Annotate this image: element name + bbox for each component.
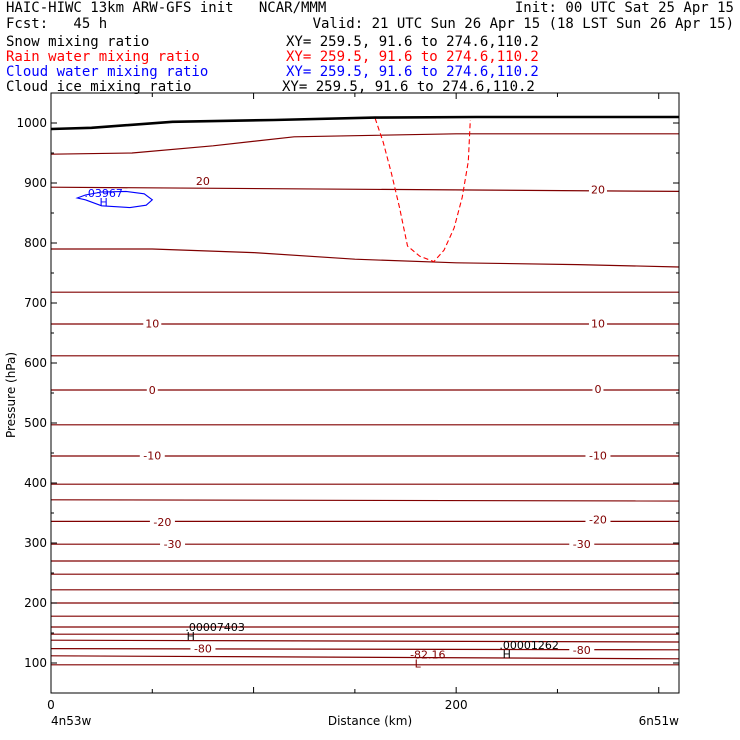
contour-label: 10 [145,317,159,330]
contour-label-bg [592,382,604,395]
temperature-contour [50,186,680,192]
forecast-hour: Fcst: 45 h [6,16,108,32]
contour-label-bg [190,642,216,655]
contour-label-bg [585,449,611,462]
field-cloud-ice-name: Cloud ice mixing ratio [6,79,192,95]
extremum-value: -82.16 [410,649,445,662]
contour-label-bg [160,538,186,551]
y-tick-label: 800 [24,236,47,250]
contour-label-bg [193,175,212,188]
init-time: Init: 00 UTC Sat 25 Apr 15 [514,0,734,16]
temperature-contour [50,133,679,155]
temperature-contour [50,655,680,660]
hydrometeor-regions: H.03967 [75,118,471,263]
contour-label: -10 [143,449,161,462]
y-tick-label: 700 [24,296,47,310]
contour-label: 20 [591,184,605,197]
rain-mixing-ratio-contour [374,118,471,263]
field-cloud-ice-xy: XY= 259.5, 91.6 to 274.6,110.2 [282,79,535,95]
contour-label: 0 [149,384,156,397]
temperature-contour [51,248,680,268]
x-end-label-left: 4n53w [51,714,92,728]
extremum-marker: H [187,630,195,643]
contour-label-bg [146,384,158,396]
temperature-contour [50,499,680,502]
contour-label: -20 [589,514,607,527]
y-tick-label: 300 [24,536,47,550]
contour-label: -30 [573,538,591,551]
terrain-surface [50,115,679,131]
field-snow-name: Snow mixing ratio [6,34,150,50]
x-tick-label: 0 [47,698,55,712]
contour-label: 10 [591,317,605,330]
extremum-value: .00007403 [185,621,245,634]
cloud-water-max-marker: H [100,196,108,209]
field-snow-xy: XY= 259.5, 91.6 to 274.6,110.2 [286,34,539,50]
terrain-line [50,115,679,131]
contour-label-bg [569,538,595,551]
contour-label: -80 [573,644,591,657]
y-tick-label: 600 [24,356,47,370]
plot-title: HAIC-HIWC 13km ARW-GFS init NCAR/MMM [6,0,327,16]
extremum-value: .00001262 [499,639,559,652]
x-tick-label: 200 [445,698,468,712]
y-tick-label: 1000 [16,116,47,130]
contour-labels: -80 -80 -30 -30 -20 -20 -10 -10 0 0 10 10 20 20 L-82.1… [139,175,611,671]
field-cloud-water-name: Cloud water mixing ratio [6,64,209,80]
contour-label-bg [149,516,175,528]
extremum-marker: H [503,648,511,661]
contour-label: -20 [153,516,171,529]
contour-label-bg [585,513,611,526]
contour-label-bg [588,183,607,196]
contour-label: -10 [589,449,607,462]
field-cloud-water-xy: XY= 259.5, 91.6 to 274.6,110.2 [286,64,539,80]
contour-label: 20 [196,175,210,188]
y-tick-label: 400 [24,476,47,490]
y-tick-label: 100 [24,656,47,670]
contour-label-bg [569,643,595,656]
contour-label: -30 [164,538,182,551]
y-tick-label: 200 [24,596,47,610]
contour-label-bg [588,317,607,330]
extremum-marker: L [415,658,422,671]
y-tick-label: 500 [24,416,47,430]
temperature-contour [50,639,680,643]
y-axis-label: Pressure (hPa) [4,352,18,438]
valid-time: Valid: 21 UTC Sun 26 Apr 15 (18 LST Sun … [312,16,734,32]
field-rain-xy: XY= 259.5, 91.6 to 274.6,110.2 [286,49,539,65]
cloud-water-max-value: .03967 [84,187,123,200]
contour-label-bg [139,449,165,462]
field-rain-name: Rain water mixing ratio [6,49,200,65]
temperature-contours [50,133,680,666]
cloud-water-contour [75,190,154,209]
contour-label: 0 [594,383,601,396]
contour-label: -80 [194,643,212,656]
x-axis-label: Distance (km) [328,714,412,728]
x-end-label-right: 6n51w [639,714,680,728]
y-tick-label: 900 [24,176,47,190]
contour-label-bg [143,317,162,330]
